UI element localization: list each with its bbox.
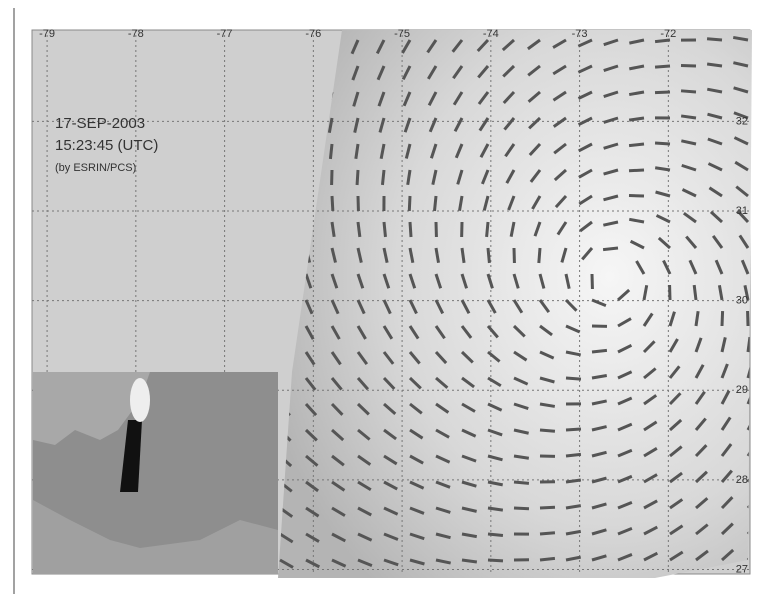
wind-arrow: [707, 39, 722, 40]
wind-arrow: [332, 196, 333, 211]
wind-arrow: [382, 170, 384, 185]
wind-arrow: [566, 429, 581, 430]
wind-arrow: [539, 248, 540, 263]
lon-label: -76: [305, 28, 321, 40]
wind-arrow: [358, 222, 360, 237]
wind-arrow: [384, 222, 385, 237]
wind-arrow: [540, 558, 555, 560]
lat-label: 29: [736, 384, 748, 396]
wind-arrow: [488, 248, 489, 263]
lat-label: 32: [736, 115, 748, 127]
wind-arrow: [488, 508, 503, 510]
time: 15:23:45 (UTC): [55, 137, 158, 154]
wind-arrow: [540, 430, 555, 431]
lon-label: -79: [39, 28, 55, 40]
wind-arrow: [655, 92, 670, 93]
wind-arrow: [488, 560, 503, 561]
wind-arrow: [629, 170, 644, 171]
wind-arrow: [696, 311, 698, 326]
wind-arrow: [514, 482, 529, 483]
wind-arrow: [462, 248, 464, 263]
wind-arrow: [629, 195, 644, 196]
wind-arrow: [681, 116, 696, 118]
wind-arrow: [629, 144, 644, 146]
lon-label: -74: [483, 28, 499, 40]
lat-label: 28: [736, 474, 748, 486]
lat-label: 31: [736, 205, 748, 217]
lon-label: -75: [394, 28, 410, 40]
credit: (by ESRIN/PCS): [55, 162, 136, 174]
wind-arrow: [722, 311, 723, 326]
wind-arrow: [540, 533, 555, 534]
wind-arrow: [409, 196, 410, 211]
wind-arrow: [681, 91, 696, 92]
wind-arrow: [462, 560, 477, 562]
inset-map: [33, 372, 278, 574]
wind-arrow: [655, 40, 670, 42]
wind-arrow: [655, 66, 670, 67]
wind-arrow: [487, 222, 488, 237]
wind-arrow: [707, 64, 722, 66]
wind-arrow: [357, 170, 358, 185]
inset-storm: [130, 378, 150, 422]
map-figure: 17-SEP-2003 15:23:45 (UTC) (by ESRIN/PCS…: [0, 0, 775, 594]
date: 17-SEP-2003: [55, 115, 145, 132]
wind-arrow: [629, 118, 644, 120]
wind-arrow: [603, 248, 618, 250]
wind-arrow: [330, 144, 332, 159]
wind-arrow: [488, 534, 503, 535]
wind-arrow: [592, 350, 607, 352]
lon-label: -77: [217, 28, 233, 40]
wind-arrow: [566, 454, 581, 456]
lon-label: -73: [572, 28, 588, 40]
lon-label: -72: [660, 28, 676, 40]
wind-arrow: [514, 508, 529, 509]
lon-label: -78: [128, 28, 144, 40]
page: 17-SEP-2003 15:23:45 (UTC) (by ESRIN/PCS…: [0, 0, 775, 594]
lat-label: 27: [736, 563, 748, 575]
wind-arrow: [332, 222, 334, 237]
lat-label: 30: [736, 295, 748, 307]
wind-arrow: [435, 196, 436, 211]
wind-arrow: [655, 143, 670, 144]
wind-arrow: [694, 285, 696, 300]
wind-arrow: [410, 222, 411, 237]
wind-arrow: [540, 507, 555, 508]
wind-arrow: [566, 480, 581, 482]
wind-arrow: [566, 378, 581, 379]
